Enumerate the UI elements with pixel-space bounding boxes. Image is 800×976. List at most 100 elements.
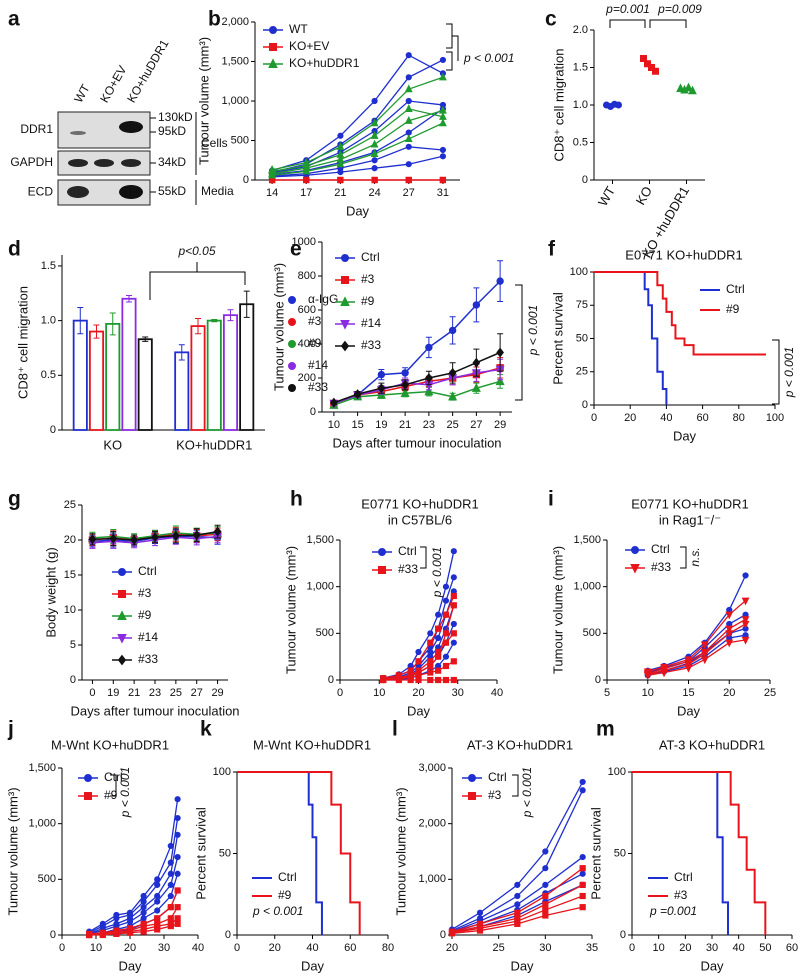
blot-band [119,121,143,133]
marker [405,176,412,184]
bracket [420,546,427,569]
marker [542,881,549,889]
x-tick-label: 27 [403,187,415,199]
legend-label: Ctrl [398,544,417,558]
x-tick-label: 0 [59,942,65,954]
annotation: n.s. [688,547,702,566]
x-tick-label: 0 [337,687,343,699]
marker [450,630,457,637]
marker [579,870,586,877]
y-tick-label: 0.5 [573,136,588,148]
y-tick-label: 1,500 [221,55,249,67]
y-axis-label: Tumour volume (mm³) [196,37,211,165]
bracket [512,774,519,797]
marker [648,64,655,71]
x-tick-label: 0 [591,412,597,424]
series-line [272,155,444,178]
y-tick-label: 0 [620,929,626,941]
marker [425,343,433,352]
marker [448,326,457,335]
x-tick-label: 35 [586,942,598,954]
marker [288,340,296,348]
size-marker: 34kD [158,155,186,169]
marker [725,611,734,620]
marker [542,906,549,914]
y-tick-label: 1.0 [41,315,56,327]
chart-subtitle: in C57BL/6 [388,512,452,527]
marker [371,165,378,172]
marker [353,389,362,400]
marker [442,630,450,637]
marker [370,131,379,139]
x-tick-label: 25 [447,419,459,431]
y-tick-label: 500 [231,134,249,146]
group-label: Media [201,184,234,198]
y-tick-label: 2,000 [221,16,249,28]
annotation: p < 0.001 [252,904,303,918]
marker [439,72,447,81]
error-bar [243,290,250,318]
marker [340,340,350,352]
marker [435,611,442,618]
marker [476,909,484,916]
y-tick-label: 1,000 [221,95,249,107]
bar [174,351,190,431]
survival-curve [594,271,668,405]
y-tick-label: 2.0 [573,24,588,36]
x-axis-label: Day [700,958,724,973]
marker [450,574,457,581]
bar [190,325,206,431]
panel-letter: l [392,718,398,741]
y-tick-label: 25 [576,366,588,378]
y-axis-label: Tumour volume (mm³) [283,546,298,674]
chart-title: E0771 KO+huDDR1 [631,496,748,511]
bar [88,330,105,431]
lane-label: WT [71,81,93,105]
marker [154,898,161,905]
x-tick-label: 60 [696,412,708,424]
marker [439,118,447,127]
y-tick-label: 10 [64,604,76,616]
x-tick-label: 27 [470,419,482,431]
marker [288,318,296,326]
marker [660,669,668,678]
marker [442,597,450,604]
y-tick-label: 0 [225,929,231,941]
y-tick-label: 500 [583,627,601,639]
marker [88,534,97,545]
marker [377,383,386,394]
marker [448,367,457,378]
legend-label: Ctrl [138,564,157,578]
marker [288,296,296,304]
marker [579,778,586,786]
marker [448,930,456,937]
marker [269,43,277,51]
marker [741,620,750,629]
annotation: p<0.05 [177,244,215,258]
marker [439,105,447,114]
row-label: ECD [28,185,54,199]
marker [425,372,433,384]
series-line [271,109,444,175]
marker [117,654,127,666]
y-tick-label: 50 [614,847,626,859]
legend-label: #14 [138,630,158,644]
marker [401,369,409,377]
x-axis-label: Days after tumour inoculation [70,703,239,718]
marker [405,52,412,59]
x-tick-label: 0 [234,942,240,954]
x-tick-label: 40 [733,942,745,954]
x-tick-label: 10 [373,687,385,699]
marker [378,566,386,574]
marker [542,848,549,855]
x-tick-label: 20 [624,412,636,424]
marker [174,870,181,877]
marker [415,648,422,656]
y-tick-label: 400 [298,338,316,350]
marker [427,662,434,670]
marker [471,382,481,392]
marker [514,920,521,927]
marker [435,634,442,642]
y-tick-label: 0 [50,424,56,436]
x-tick-label: 17 [300,187,312,199]
